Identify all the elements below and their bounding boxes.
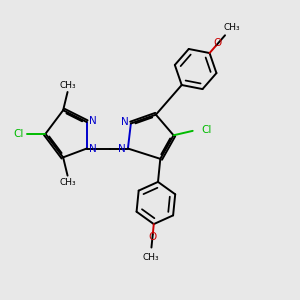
Text: CH₃: CH₃ [59, 81, 76, 90]
Text: N: N [89, 144, 97, 154]
Text: O: O [214, 38, 222, 49]
Text: O: O [148, 232, 157, 242]
Text: N: N [118, 144, 125, 154]
Text: CH₃: CH₃ [59, 178, 76, 187]
Text: CH₃: CH₃ [142, 253, 159, 262]
Text: Cl: Cl [13, 129, 24, 139]
Text: CH₃: CH₃ [224, 23, 240, 32]
Text: N: N [121, 117, 128, 127]
Text: N: N [89, 116, 97, 126]
Text: Cl: Cl [201, 125, 211, 135]
